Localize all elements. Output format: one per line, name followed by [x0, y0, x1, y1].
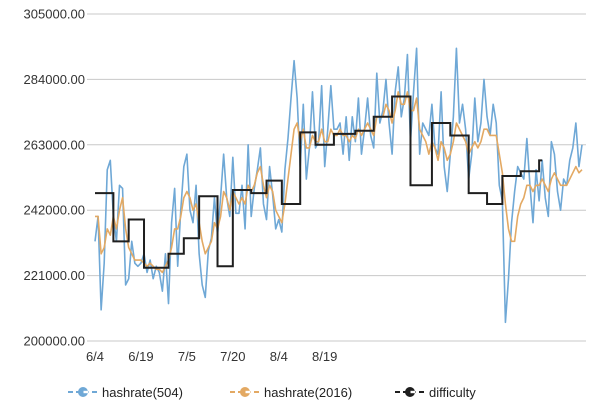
x-tick-label: 8/19: [312, 349, 337, 364]
legend-label: hashrate(2016): [264, 385, 352, 400]
x-tick-label: 6/4: [86, 349, 104, 364]
legend-marker-notch: [410, 390, 416, 394]
x-axis-tick-labels: 6/4 6/19 7/5 7/20 8/4 8/19: [86, 349, 337, 364]
x-tick-label: 7/5: [178, 349, 196, 364]
gridlines: [87, 13, 586, 342]
x-tick-label: 7/20: [220, 349, 245, 364]
x-tick-label: 6/19: [128, 349, 153, 364]
y-tick-label: 221000.00: [24, 268, 85, 283]
legend-item[interactable]: difficulty: [395, 385, 476, 400]
series-line-hashrate-2016-: [95, 91, 583, 274]
x-tick-label: 8/4: [270, 349, 288, 364]
series-lines: [94, 47, 583, 324]
legend-marker-notch: [245, 390, 251, 394]
y-tick-label: 284000.00: [24, 72, 85, 87]
legend: hashrate(504) hashrate(2016) difficulty: [68, 385, 476, 400]
legend-item[interactable]: hashrate(2016): [230, 385, 352, 400]
y-tick-label: 242000.00: [24, 203, 85, 218]
legend-label: difficulty: [429, 385, 476, 400]
legend-marker-notch: [83, 390, 89, 394]
legend-label: hashrate(504): [102, 385, 183, 400]
series-line-hashrate-504-: [94, 47, 583, 324]
y-tick-label: 305000.00: [24, 7, 85, 22]
series-line-difficulty: [95, 95, 543, 269]
y-tick-label: 200000.00: [24, 334, 85, 349]
y-axis-tick-labels: 200000.00 221000.00 242000.00 263000.00 2840…: [24, 7, 85, 349]
legend-item[interactable]: hashrate(504): [68, 385, 183, 400]
y-tick-label: 263000.00: [24, 137, 85, 152]
